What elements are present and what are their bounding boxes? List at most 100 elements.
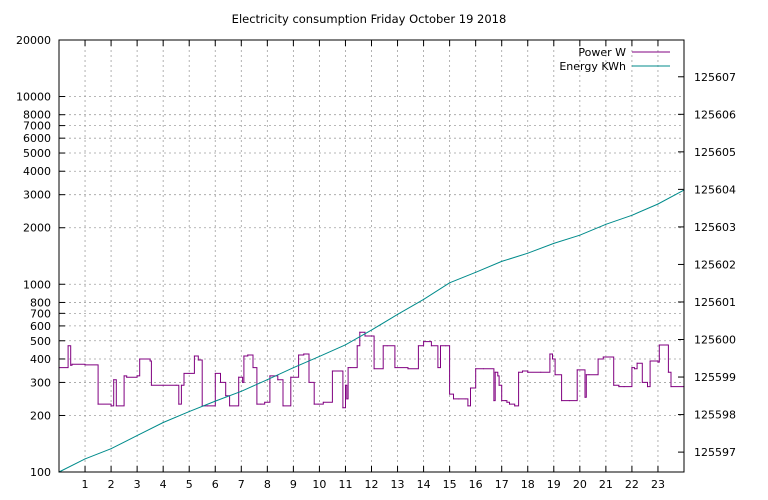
data-point — [464, 398, 466, 400]
data-point — [188, 410, 190, 413]
data-point — [110, 448, 112, 450]
data-point — [576, 369, 578, 371]
data-point — [347, 366, 349, 369]
chart-title: Electricity consumption Friday October 1… — [232, 12, 507, 26]
x-tick-label: 4 — [160, 478, 167, 491]
data-point — [282, 405, 284, 407]
y-tick-label: 800 — [30, 296, 51, 309]
data-point — [422, 340, 425, 343]
data-point — [350, 366, 352, 369]
data-point — [225, 395, 227, 397]
data-point — [342, 407, 344, 409]
legend-label: Energy KWh — [559, 60, 626, 73]
grid-lines — [59, 40, 684, 472]
data-point — [494, 371, 496, 373]
data-point — [214, 372, 216, 375]
data-point — [113, 379, 115, 381]
data-point — [666, 344, 668, 346]
data-point — [386, 345, 388, 347]
data-point — [568, 400, 571, 402]
data-point — [396, 313, 399, 315]
data-point — [467, 405, 469, 407]
data-point — [136, 434, 138, 437]
data-point — [407, 368, 409, 370]
data-point — [238, 376, 240, 378]
y-tick-label: 1000 — [23, 278, 51, 291]
data-point — [422, 298, 425, 300]
x-tick-label: 16 — [469, 478, 483, 491]
y2-tick-label: 125607 — [694, 71, 736, 84]
x-tick-label: 18 — [521, 478, 535, 491]
data-point — [458, 398, 460, 400]
x-tick-label: 8 — [264, 478, 271, 491]
data-point — [313, 403, 315, 405]
data-point — [475, 271, 477, 273]
data-point — [162, 384, 164, 386]
x-tick-label: 10 — [312, 478, 326, 491]
y2-tick-label: 125606 — [694, 108, 736, 121]
y-tick-label: 5000 — [23, 147, 51, 160]
x-tick-label: 22 — [625, 478, 639, 491]
y2-tick-label: 125600 — [694, 334, 736, 347]
x-tick-label: 15 — [443, 478, 457, 491]
y-tick-label: 100 — [30, 466, 51, 479]
data-point — [649, 360, 651, 362]
data-point — [183, 372, 185, 375]
data-point — [579, 234, 581, 236]
data-point — [505, 400, 507, 402]
data-point — [240, 390, 242, 392]
data-point — [508, 403, 511, 405]
data-point — [449, 393, 451, 395]
x-tick-label: 21 — [599, 478, 613, 491]
series-layer — [58, 189, 685, 473]
data-point — [657, 361, 659, 363]
data-point — [417, 345, 419, 347]
data-point — [370, 329, 373, 331]
data-point — [588, 374, 590, 376]
data-point — [636, 362, 638, 364]
data-point — [71, 363, 73, 365]
data-point — [364, 335, 366, 337]
data-point — [266, 379, 268, 381]
series-line — [59, 331, 684, 409]
data-point — [308, 381, 310, 384]
data-point — [228, 405, 231, 407]
data-point — [180, 384, 182, 386]
data-point — [518, 371, 520, 373]
data-point — [469, 387, 472, 389]
x-tick-label: 12 — [365, 478, 379, 491]
plot-border — [58, 39, 685, 473]
data-point — [445, 345, 447, 347]
y2-tick-label: 125598 — [694, 409, 736, 422]
data-point — [243, 355, 245, 357]
x-tick-label: 9 — [290, 478, 297, 491]
data-point — [631, 366, 633, 369]
data-point — [292, 367, 294, 369]
data-point — [264, 401, 266, 403]
data-point — [449, 282, 451, 284]
data-point — [188, 372, 190, 375]
data-point — [670, 386, 672, 388]
series-energy-kwh — [58, 189, 685, 473]
data-point — [667, 371, 669, 373]
data-point — [214, 400, 216, 402]
data-point — [317, 403, 319, 405]
y-tick-label: 200 — [30, 409, 51, 422]
data-point — [584, 396, 586, 398]
x-tick-label: 17 — [495, 478, 509, 491]
series-power-w — [58, 331, 685, 409]
data-point — [331, 370, 334, 372]
x-tick-label: 2 — [108, 478, 115, 491]
data-point — [475, 368, 477, 370]
data-point — [497, 375, 499, 377]
x-tick-label: 11 — [338, 478, 352, 491]
data-point — [126, 376, 128, 378]
y2-tick-label: 125604 — [694, 183, 736, 196]
data-point — [561, 400, 563, 402]
data-point — [178, 403, 180, 405]
data-point — [482, 368, 485, 370]
data-point — [318, 355, 321, 357]
data-point — [241, 381, 244, 384]
data-point — [97, 403, 99, 405]
